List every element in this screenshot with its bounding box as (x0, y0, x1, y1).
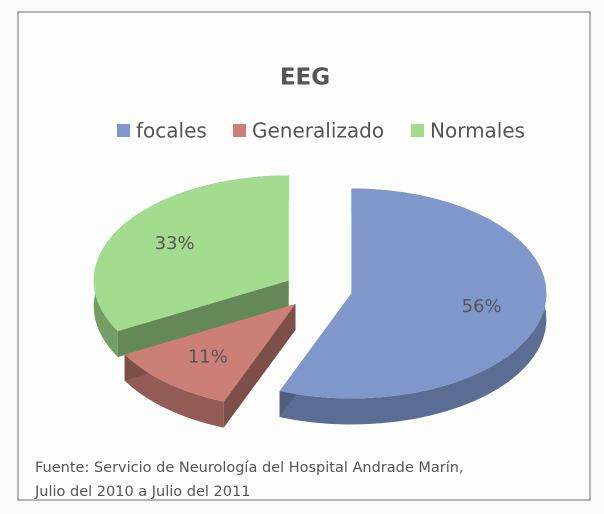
chart-title: EEG (280, 65, 330, 91)
data-label: 33% (155, 233, 195, 254)
slice-side (124, 354, 224, 428)
legend-swatch (233, 124, 246, 137)
legend-swatch (411, 124, 424, 137)
data-label: 56% (462, 296, 502, 317)
pie-slice (93, 175, 289, 332)
source-note: Fuente: Servicio de Neurología del Hospi… (35, 460, 464, 476)
source-note: Julio del 2010 a Julio del 2011 (34, 484, 250, 500)
legend-swatch (117, 124, 130, 137)
legend-label: Normales (430, 119, 525, 143)
legend-label: Generalizado (252, 119, 384, 143)
pie-slice (279, 188, 547, 399)
slice-side (279, 188, 547, 425)
legend-label: focales (136, 119, 207, 143)
pie-slice (124, 304, 296, 402)
data-label: 11% (188, 347, 228, 368)
slice-side (117, 280, 289, 358)
